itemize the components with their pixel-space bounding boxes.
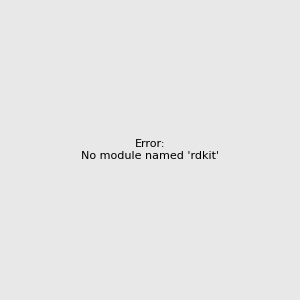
Text: Error:
No module named 'rdkit': Error: No module named 'rdkit' (81, 139, 219, 161)
